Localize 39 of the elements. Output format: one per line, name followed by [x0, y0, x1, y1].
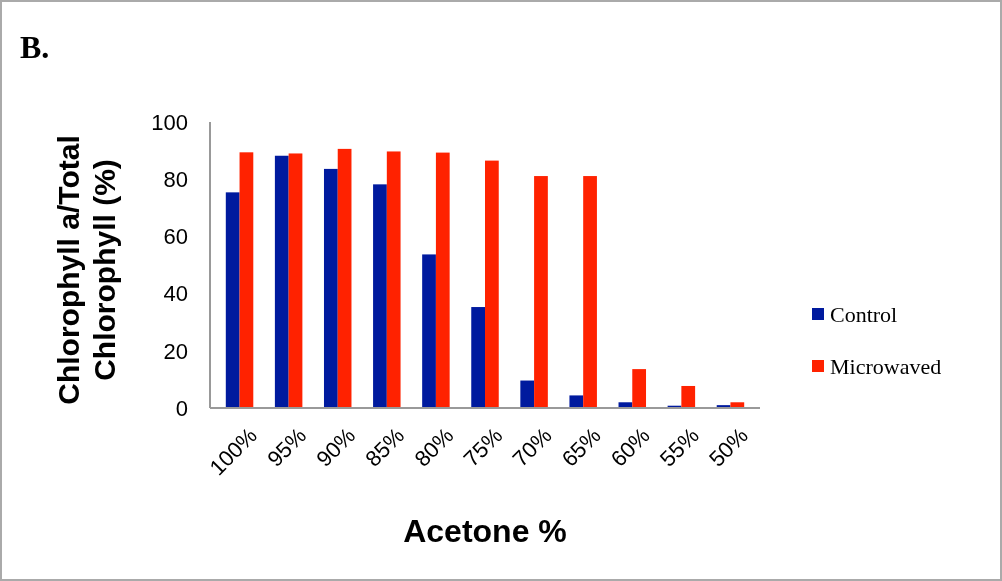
bar — [373, 184, 387, 408]
chart-title: B. — [20, 29, 50, 65]
x-tick-label: 65% — [556, 422, 606, 472]
legend-label: Control — [830, 301, 898, 327]
y-axis-title: Chlorophyll a/Total Chlorophyll (%) — [52, 135, 121, 405]
bar — [274, 155, 289, 408]
y-tick-label: 80 — [163, 166, 188, 192]
x-tick-label: 90% — [311, 422, 361, 472]
bar — [632, 369, 647, 408]
bar — [569, 395, 584, 408]
x-tick-label: 75% — [458, 422, 508, 472]
x-tick-label: 50% — [704, 422, 753, 472]
bar — [225, 192, 240, 408]
y-tick-label: 0 — [175, 395, 188, 421]
bar — [422, 254, 436, 408]
x-tick-label: 55% — [654, 422, 704, 472]
x-tick-label: 95% — [262, 422, 312, 472]
legend-label: Microwaved — [830, 353, 942, 379]
bar — [583, 176, 597, 408]
bar — [323, 168, 338, 408]
bar — [520, 380, 535, 408]
bar — [534, 176, 548, 408]
bar — [337, 148, 352, 408]
x-tick-label: 80% — [409, 422, 459, 472]
y-tick-label: 100 — [151, 109, 188, 135]
bar — [288, 153, 303, 408]
bar — [485, 160, 499, 408]
y-tick-label: 60 — [163, 224, 188, 250]
bar — [435, 152, 450, 408]
bar — [681, 385, 696, 408]
y-tick-label: 20 — [163, 338, 188, 364]
bar — [471, 307, 485, 408]
x-axis-title: Acetone % — [403, 513, 567, 549]
y-tick-label: 40 — [163, 281, 188, 307]
bar — [386, 151, 401, 408]
bar — [239, 152, 254, 408]
x-tick-label: 60% — [605, 422, 655, 472]
x-tick-label: 70% — [507, 422, 557, 472]
x-tick-label: 85% — [360, 422, 410, 472]
